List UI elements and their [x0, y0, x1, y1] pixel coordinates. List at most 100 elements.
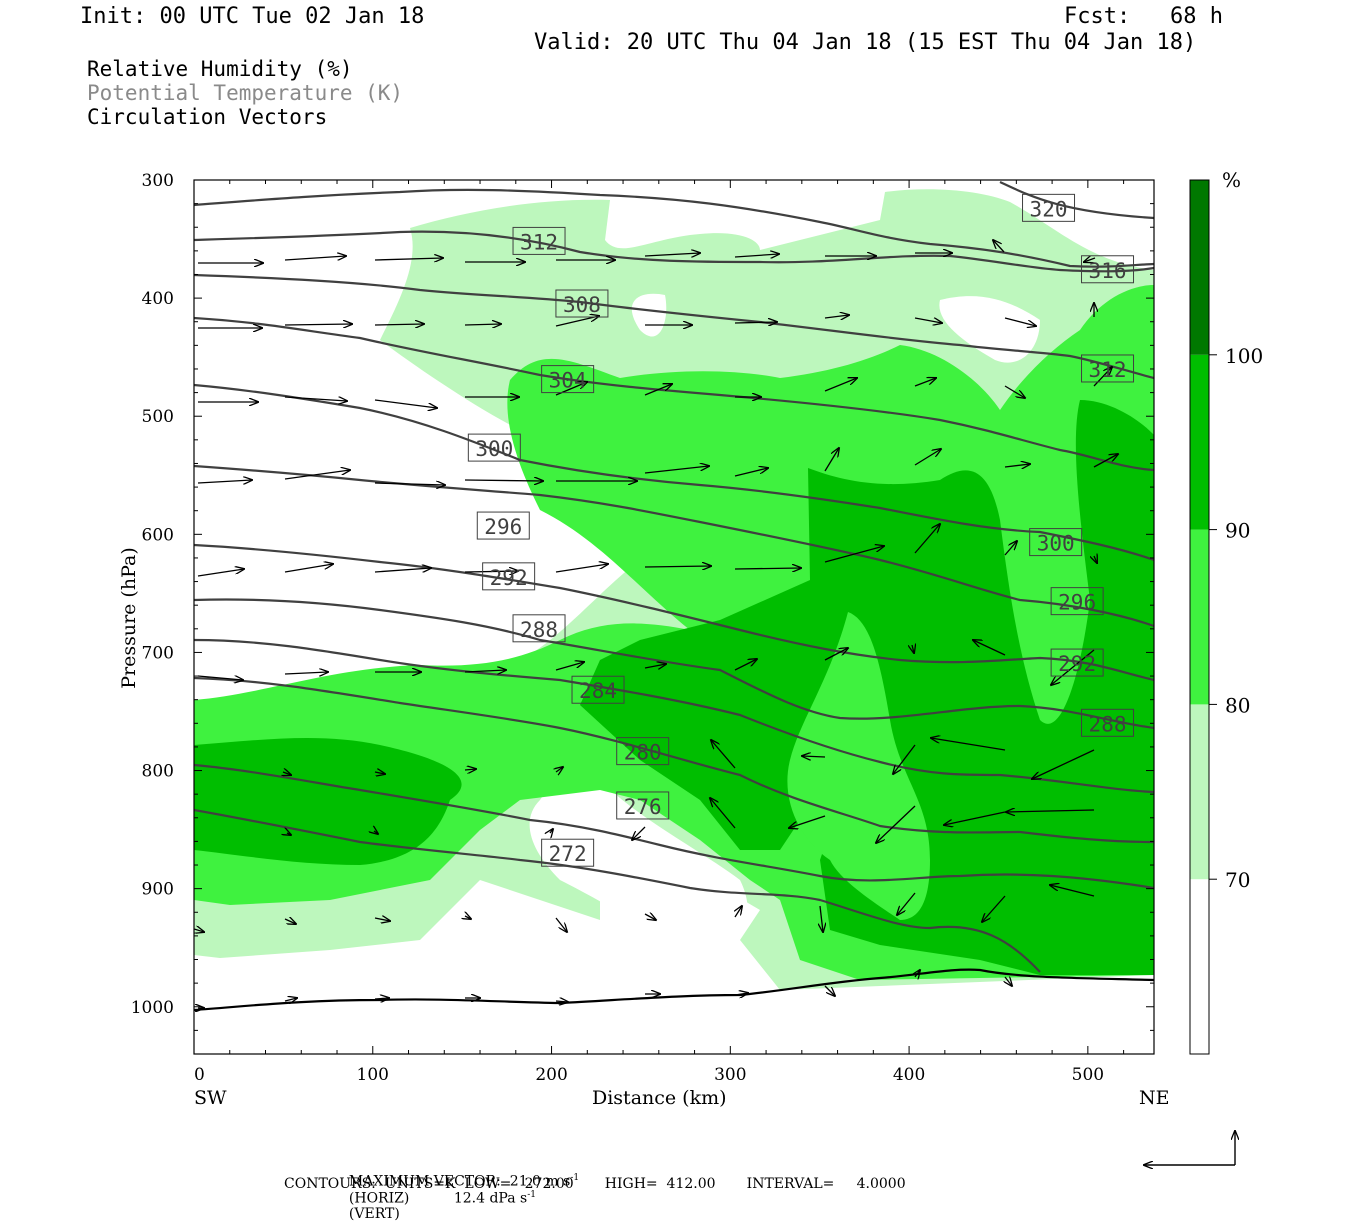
vector	[284, 998, 297, 1001]
vector	[931, 738, 1006, 751]
vector	[711, 740, 736, 769]
vector	[1093, 454, 1118, 468]
colorbar-swatch	[1190, 354, 1209, 530]
colorbar-swatch	[1190, 529, 1209, 705]
colorbar-swatch	[1190, 180, 1209, 355]
theta-label-box	[512, 614, 566, 643]
init-time: Init: 00 UTC Tue 02 Jan 18	[80, 4, 425, 29]
vector	[464, 670, 506, 672]
vector	[734, 659, 757, 671]
theta-296	[194, 464, 1154, 628]
vector	[1032, 749, 1095, 779]
theta-label-text: 312	[1089, 358, 1127, 382]
theta-label-text: 296	[484, 515, 522, 539]
rh-dry-slot	[529, 769, 748, 960]
vector	[284, 396, 347, 401]
vector	[374, 568, 431, 573]
colorbar-swatch	[1190, 879, 1209, 1054]
y-tick-label: 800	[142, 762, 174, 782]
theta-320	[999, 181, 1154, 220]
theta-label-text: 288	[1089, 712, 1127, 736]
theta-label-box	[482, 562, 536, 591]
y-tick-label: 600	[142, 525, 174, 545]
vector	[734, 568, 801, 569]
vector	[287, 833, 291, 835]
x-tick-label: 400	[893, 1065, 925, 1085]
plot-frame	[193, 179, 1155, 1055]
vector	[982, 895, 1006, 922]
vector	[734, 993, 748, 995]
theta-label: 312	[1081, 354, 1135, 383]
vector	[893, 744, 916, 774]
rh-dry-slot-upper	[939, 296, 1040, 363]
vector	[374, 772, 385, 774]
vector	[197, 569, 244, 577]
theta-label-box	[1029, 528, 1083, 557]
y-tick-label: 1000	[131, 998, 174, 1018]
theta-label-text: 320	[1030, 197, 1068, 221]
theta-label-box	[541, 838, 595, 867]
vector	[824, 648, 848, 661]
vector	[644, 914, 656, 920]
theta-label-text: 288	[520, 618, 558, 642]
colorbar-level-label: 100	[1225, 344, 1263, 368]
theta-label: 300	[467, 433, 521, 462]
vector	[283, 772, 291, 775]
theta-label: 320	[1022, 193, 1076, 222]
theta-label-box	[1081, 354, 1135, 383]
theta-label: 304	[541, 365, 595, 394]
theta-label-box	[1081, 255, 1135, 284]
vector	[1004, 317, 1036, 326]
theta-label-layer: 320 316 312 312 308 304 300 300 296 296 292 292 288 2…	[467, 193, 1135, 867]
theta-label: 292	[482, 562, 536, 591]
vector	[824, 546, 884, 563]
vector	[197, 676, 243, 680]
theta-label: 308	[555, 289, 609, 318]
vector	[824, 315, 849, 318]
valid-time: Valid: 20 UTC Thu 04 Jan 18 (15 EST Thu …	[534, 30, 1197, 55]
theta-label-box	[467, 433, 521, 462]
x-tick-label: 500	[1072, 1065, 1104, 1085]
vector	[914, 378, 936, 387]
theta-label: 296	[1050, 587, 1104, 616]
colorbar-swatch	[1190, 704, 1209, 880]
colorbar-level-label: 80	[1225, 693, 1250, 717]
vector	[993, 240, 1005, 253]
vector	[735, 906, 742, 918]
theta-label-text: 304	[549, 369, 587, 393]
vector	[734, 254, 779, 257]
vector	[555, 662, 584, 671]
max-vector-vert: (HORIZ) 12.4 dPa s	[348, 1190, 528, 1207]
theta-label-text: 284	[579, 679, 617, 703]
vector	[374, 258, 443, 260]
theta-label-box	[1050, 587, 1104, 616]
vector	[374, 399, 437, 408]
theta-284	[194, 638, 1154, 794]
theta-label-box	[571, 675, 625, 704]
vector	[555, 917, 567, 932]
vector	[374, 998, 389, 999]
vector	[944, 811, 1006, 825]
vector	[876, 805, 916, 843]
max-vector-vert-unit: (VERT)	[348, 1206, 400, 1222]
contour-info: CONTOURS: UNITS=K LOW= 272.00 HIGH= 412.…	[284, 1176, 906, 1192]
vector	[644, 253, 700, 256]
theta-contours	[194, 181, 1154, 1012]
theta-label-text: 276	[624, 795, 662, 819]
vector	[1004, 385, 1025, 398]
theta-label-text: 312	[520, 230, 558, 254]
theta-280	[194, 676, 1154, 844]
vector	[284, 919, 296, 924]
y-tick-label: 300	[142, 171, 174, 191]
theta-label: 288	[512, 614, 566, 643]
vector	[789, 815, 826, 828]
colorbar-frame	[1189, 179, 1210, 1055]
theta-label-box	[512, 226, 566, 255]
vector	[465, 916, 471, 919]
theta-label-text: 280	[624, 741, 662, 765]
x-tick-label: 0	[194, 1065, 205, 1085]
reference-vector	[1144, 1131, 1235, 1165]
colorbar-level-label: 70	[1225, 868, 1250, 892]
colorbar-level-label: 90	[1225, 519, 1250, 543]
vector	[555, 316, 599, 327]
